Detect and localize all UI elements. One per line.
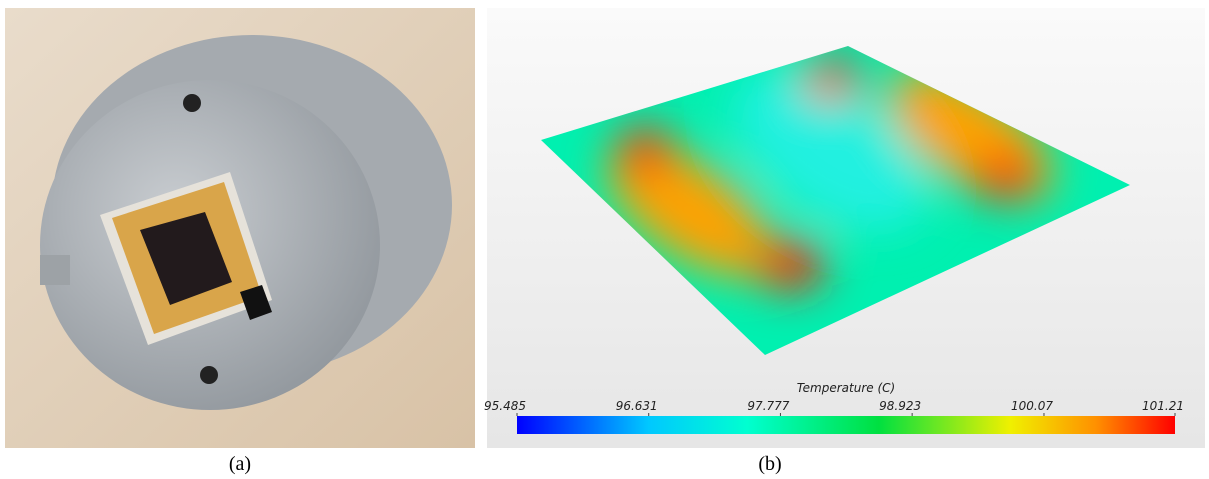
- colorbar-tick-label: 96.631: [616, 399, 658, 413]
- colorbar-tick-label: 95.485: [484, 399, 526, 413]
- caption: (b): [758, 453, 781, 475]
- hole: [183, 94, 201, 112]
- colorbar-tick-label: 97.777: [747, 399, 789, 413]
- colorbar-tick-label: 101.21: [1142, 399, 1184, 413]
- caption: (a): [229, 453, 251, 475]
- simulation-panel: Temperature (C): [487, 8, 1205, 448]
- hole: [200, 366, 218, 384]
- colorbar: [517, 416, 1175, 434]
- photo-panel: [5, 8, 475, 448]
- colorbar-tick-label: 98.923: [879, 399, 921, 413]
- figure: (a) Temperature (C) (b) 95.485 96.631 97.7…: [0, 0, 1209, 479]
- connector: [40, 255, 70, 285]
- colorbar-title: Temperature (C): [797, 381, 895, 395]
- colorbar-tick-label: 100.07: [1011, 399, 1053, 413]
- page: (a) Temperature (C) (b) 95.485 96.631 97.7…: [0, 0, 1209, 479]
